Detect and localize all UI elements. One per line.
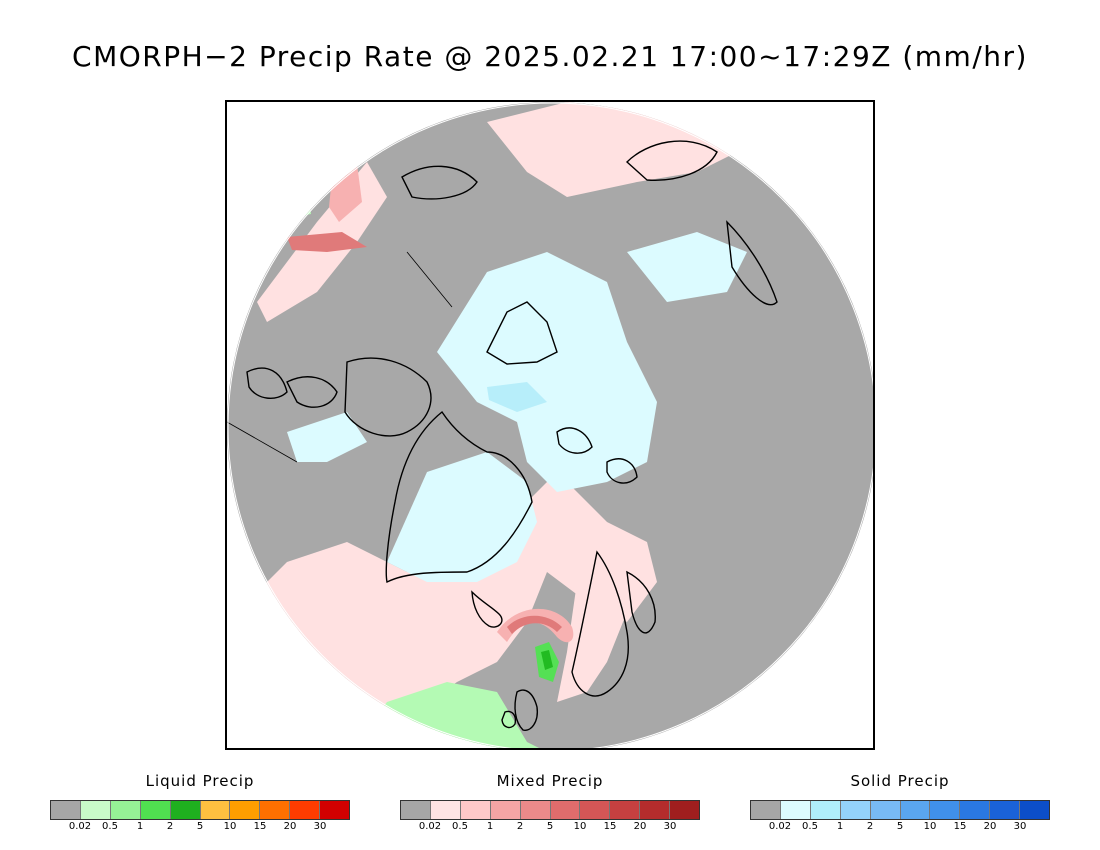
legend-solid: Solid Precip 0.02 0.5 1 2 5 10 15 20 30 (750, 772, 1050, 835)
legend-tick-label: 1 (136, 821, 144, 832)
legend-tick-label: 15 (603, 821, 617, 832)
legend-tick-label: 1 (486, 821, 494, 832)
legend-tick-label: 0.5 (452, 821, 468, 832)
polar-precip-map (227, 102, 873, 748)
legend-tick-label: 2 (166, 821, 174, 832)
legend-solid-colorbar (750, 800, 1050, 820)
legend-swatch (80, 801, 111, 819)
country-border (227, 421, 298, 463)
legend-swatch (670, 801, 700, 819)
mixed-precip-scandinavia (557, 572, 627, 702)
mixed-precip-band (497, 608, 574, 643)
legend-swatch (430, 801, 461, 819)
legend-liquid: Liquid Precip 0.02 0.5 1 2 5 10 15 20 30 (50, 772, 350, 835)
map-frame (225, 100, 875, 750)
liquid-precip-core (541, 650, 553, 670)
legend-tick-label: 2 (516, 821, 524, 832)
legend-swatch (990, 801, 1021, 819)
legend-swatch (170, 801, 201, 819)
legend-mixed: Mixed Precip 0.02 0.5 1 2 5 10 15 20 30 (400, 772, 700, 835)
legend-tick-label: 20 (983, 821, 997, 832)
us-canada-border (406, 251, 453, 308)
legend-solid-title: Solid Precip (850, 772, 950, 790)
legend-tick-label: 0.02 (68, 821, 92, 832)
legend-swatch (490, 801, 521, 819)
legend-swatch (900, 801, 931, 819)
legend-swatch (110, 801, 141, 819)
legend-tick-label: 2 (866, 821, 874, 832)
liquid-precip-pacific (297, 202, 311, 216)
legend-swatch (840, 801, 871, 819)
legend-mixed-ticks: 0.02 0.5 1 2 5 10 15 20 30 (400, 821, 700, 835)
legend-swatch (401, 801, 431, 819)
legend-tick-label: 1 (836, 821, 844, 832)
map-disk-edge (227, 102, 873, 748)
legend-swatch (230, 801, 261, 819)
legend-mixed-colorbar (400, 800, 700, 820)
legend-solid-ticks: 0.02 0.5 1 2 5 10 15 20 30 (750, 821, 1050, 835)
legend-tick-label: 30 (663, 821, 677, 832)
legend-tick-label: 0.5 (102, 821, 118, 832)
legend-swatch (1020, 801, 1050, 819)
legend-swatch (610, 801, 641, 819)
legend-swatch (780, 801, 811, 819)
legend-liquid-colorbar (50, 800, 350, 820)
legend-tick-label: 10 (923, 821, 937, 832)
legend-swatch (640, 801, 671, 819)
legend-swatch (960, 801, 991, 819)
legend-swatch (520, 801, 551, 819)
legend-tick-label: 30 (313, 821, 327, 832)
mixed-precip-atlantic (247, 472, 657, 742)
legend-liquid-ticks: 0.02 0.5 1 2 5 10 15 20 30 (50, 821, 350, 835)
page-title: CMORPH−2 Precip Rate @ 2025.02.21 17:00~… (72, 40, 1028, 73)
solid-precip-greenland (387, 452, 537, 582)
legend-tick-label: 20 (283, 821, 297, 832)
solid-precip-arctic (437, 252, 657, 492)
legend-tick-label: 0.5 (802, 821, 818, 832)
legend-tick-label: 20 (633, 821, 647, 832)
legend-mixed-title: Mixed Precip (496, 772, 604, 790)
legend-swatch (580, 801, 611, 819)
mixed-precip-core (507, 615, 562, 634)
legend-tick-label: 0.02 (768, 821, 792, 832)
legend-swatch (260, 801, 291, 819)
solid-precip-siberia (627, 232, 747, 302)
legend-tick-label: 5 (546, 821, 554, 832)
legend-liquid-title: Liquid Precip (145, 772, 255, 790)
legend-swatch (550, 801, 581, 819)
legend-swatch (320, 801, 350, 819)
legend-tick-label: 5 (196, 821, 204, 832)
legend-swatch (460, 801, 491, 819)
legend-swatch (140, 801, 171, 819)
legend-tick-label: 10 (223, 821, 237, 832)
legend-swatch (930, 801, 961, 819)
mixed-precip-bering (287, 232, 367, 252)
legend-swatch (290, 801, 321, 819)
legend-swatch (200, 801, 231, 819)
legend-tick-label: 5 (896, 821, 904, 832)
legend-tick-label: 30 (1013, 821, 1027, 832)
legend-swatch (751, 801, 781, 819)
solid-precip-channel (487, 382, 547, 412)
legend-tick-label: 15 (253, 821, 267, 832)
legend-swatch (810, 801, 841, 819)
legend-swatch (870, 801, 901, 819)
legend-tick-label: 0.02 (418, 821, 442, 832)
legend-tick-label: 10 (573, 821, 587, 832)
legend-swatch (51, 801, 81, 819)
legend-tick-label: 15 (953, 821, 967, 832)
coastlines (246, 140, 778, 731)
solid-precip-canada (287, 412, 367, 462)
